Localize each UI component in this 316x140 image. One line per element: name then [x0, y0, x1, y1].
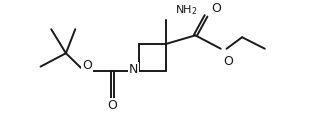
Text: O: O	[108, 99, 118, 112]
Text: N: N	[129, 63, 138, 76]
Text: NH$_2$: NH$_2$	[175, 3, 198, 17]
Text: O: O	[82, 59, 92, 72]
Text: O: O	[223, 55, 233, 68]
Text: O: O	[211, 2, 221, 15]
